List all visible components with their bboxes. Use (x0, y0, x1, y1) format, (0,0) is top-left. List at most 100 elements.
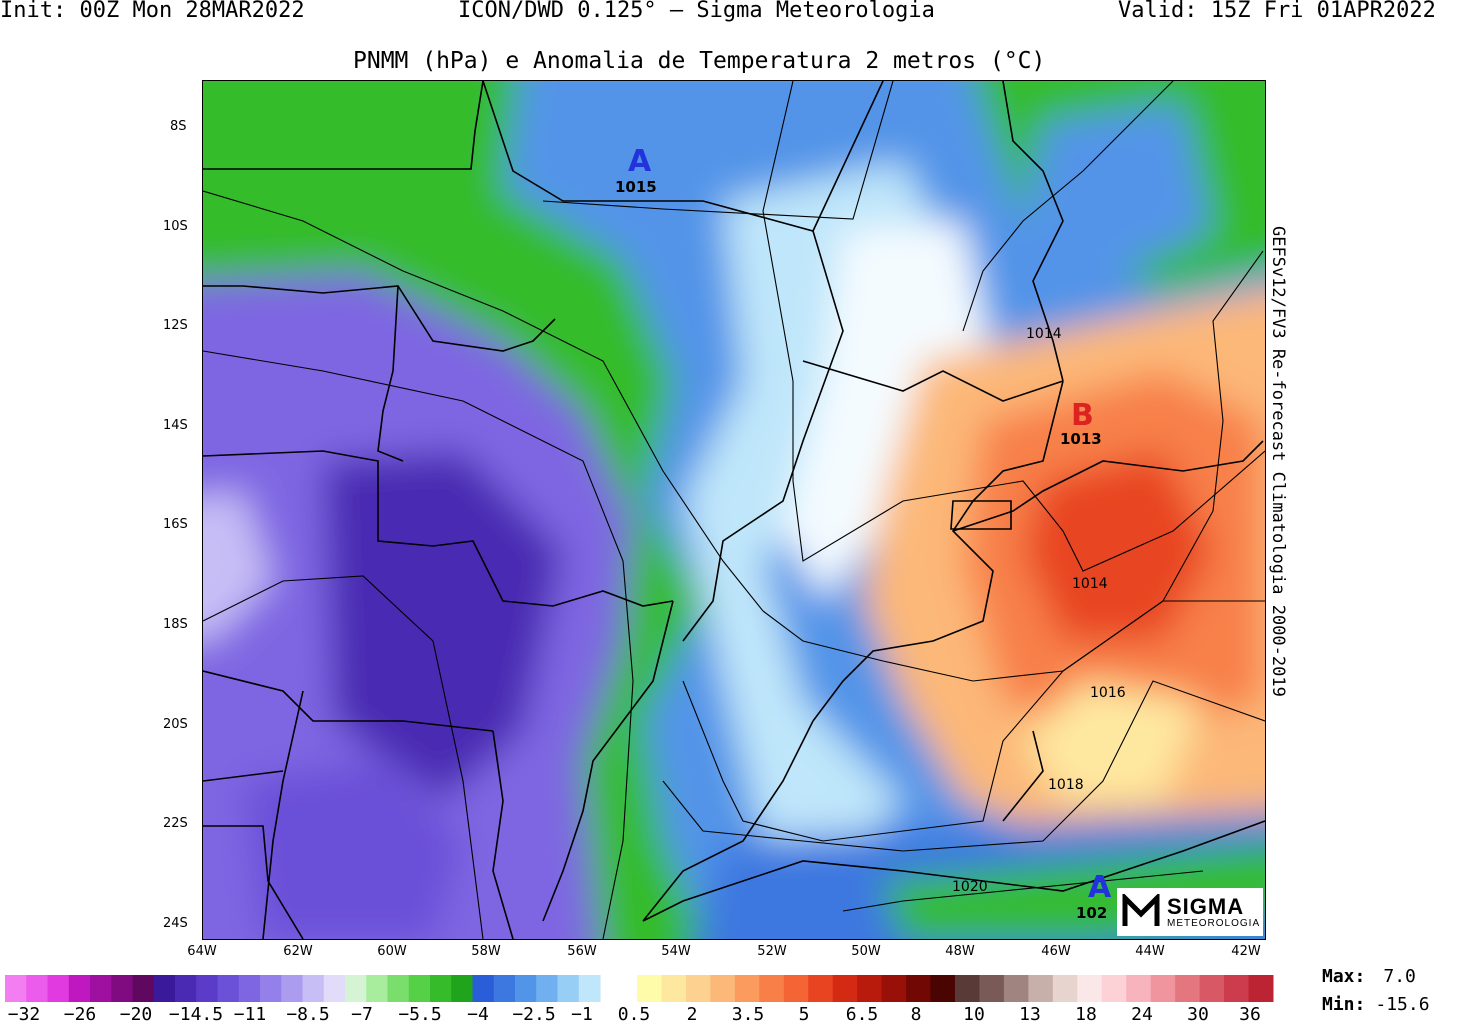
legend-swatch (710, 975, 736, 1002)
high-pressure-value-south: 102 (1076, 904, 1108, 922)
legend-swatch (1175, 975, 1201, 1002)
legend-label: −26 (63, 1004, 97, 1025)
legend-label: 30 (1187, 1004, 1209, 1025)
legend-label: −20 (119, 1004, 153, 1025)
isobar-label: 1014 (1026, 326, 1062, 342)
valid-time: Valid: 15Z Fri 01APR2022 (1118, 0, 1436, 23)
legend-swatch (175, 975, 197, 1002)
legend-label: −14.5 (168, 1004, 224, 1025)
legend-label: 18 (1075, 1004, 1097, 1025)
legend-swatch (451, 975, 473, 1002)
legend-swatch (196, 975, 218, 1002)
lon-label: 48W (945, 944, 975, 959)
legend-swatch (930, 975, 956, 1002)
lat-label: 20S (163, 717, 188, 732)
legend-label: −1 (571, 1004, 593, 1025)
legend-swatch (345, 975, 367, 1002)
legend-label: 10 (963, 1004, 985, 1025)
legend-swatch (955, 975, 980, 1002)
legend-swatch (5, 975, 27, 1002)
legend-swatch (153, 975, 176, 1002)
legend-swatch (281, 975, 303, 1002)
high-pressure-marker: A (628, 144, 652, 179)
legend-swatch (1052, 975, 1078, 1002)
legend-label: 24 (1131, 1004, 1153, 1025)
legend-label: −4 (467, 1004, 489, 1025)
legend-swatch (1150, 975, 1176, 1002)
legend-label: 6.5 (845, 1004, 879, 1025)
legend-swatch (1101, 975, 1127, 1002)
legend-swatch (578, 975, 601, 1002)
legend-label: −5.5 (398, 1004, 442, 1025)
sigma-logo-icon (1122, 894, 1160, 926)
legend-label: 2 (686, 1004, 698, 1025)
lon-label: 52W (757, 944, 787, 959)
lon-label: 42W (1231, 944, 1261, 959)
high-pressure-value: 1015 (615, 178, 657, 196)
legend-label: −11 (233, 1004, 267, 1025)
legend-swatch (90, 975, 112, 1002)
lon-label: 44W (1135, 944, 1165, 959)
legend-swatch (808, 975, 834, 1002)
legend-swatch (493, 975, 516, 1002)
high-pressure-marker-south: A (1088, 870, 1112, 905)
isobar-label: 1018 (1048, 777, 1084, 793)
logo-name: SIGMA (1167, 893, 1245, 919)
lon-label: 50W (851, 944, 881, 959)
lat-label: 8S (170, 119, 187, 134)
legend-label: 8 (910, 1004, 922, 1025)
lon-label: 64W (187, 944, 217, 959)
legend-swatch (323, 975, 346, 1002)
legend-swatch (1028, 975, 1054, 1002)
legend-swatch (302, 975, 325, 1002)
legend-label: 36 (1239, 1004, 1261, 1025)
lon-label: 62W (283, 944, 313, 959)
lon-label: 56W (567, 944, 597, 959)
isobar-label: 1016 (1090, 685, 1126, 701)
legend-swatch (260, 975, 282, 1002)
climatology-label: GEFSv12/FV3 Re-forecast Climatologia 200… (1268, 226, 1288, 697)
legend-swatch (366, 975, 388, 1002)
legend-swatch (515, 975, 537, 1002)
legend-label: −32 (7, 1004, 41, 1025)
legend-label: −7 (351, 1004, 373, 1025)
lon-label: 60W (377, 944, 407, 959)
legend-swatch (759, 975, 785, 1002)
legend-swatch (1248, 975, 1274, 1002)
legend-swatch (1224, 975, 1250, 1002)
color-legend (5, 975, 1274, 1002)
low-pressure-marker: B (1071, 398, 1094, 433)
legend-swatch (881, 975, 907, 1002)
isobar-label: 1014 (1072, 576, 1108, 592)
legend-swatch (132, 975, 155, 1002)
anomaly-map (202, 80, 1266, 940)
map-canvas (203, 81, 1265, 939)
model-name: ICON/DWD 0.125° — Sigma Meteorologia (458, 0, 935, 23)
legend-swatch (979, 975, 1005, 1002)
state-borders (203, 81, 1265, 939)
legend-label: 0.5 (617, 1004, 651, 1025)
legend-swatch (685, 975, 711, 1002)
legend-label: −2.5 (512, 1004, 556, 1025)
legend-swatch (408, 975, 431, 1002)
lat-label: 10S (163, 219, 188, 234)
legend-swatch (26, 975, 48, 1002)
lat-label: 22S (163, 816, 188, 831)
legend-label: −8.5 (286, 1004, 330, 1025)
max-value: 7.0 (1383, 966, 1416, 987)
legend-swatch (832, 975, 858, 1002)
max-label: Max: (1322, 966, 1366, 987)
legend-swatch (906, 975, 932, 1002)
lat-label: 12S (163, 318, 188, 333)
isobars (203, 81, 1265, 939)
legend-label: 13 (1019, 1004, 1041, 1025)
legend-swatch (217, 975, 240, 1002)
isobar-label: 1020 (952, 879, 988, 895)
lat-label: 18S (163, 617, 188, 632)
legend-label: 5 (798, 1004, 810, 1025)
min-label: Min: (1322, 994, 1366, 1015)
sigma-logo: SIGMA METEOROLOGIA (1117, 888, 1263, 936)
legend-swatch (734, 975, 760, 1002)
legend-swatch (783, 975, 809, 1002)
legend-swatch (430, 975, 452, 1002)
